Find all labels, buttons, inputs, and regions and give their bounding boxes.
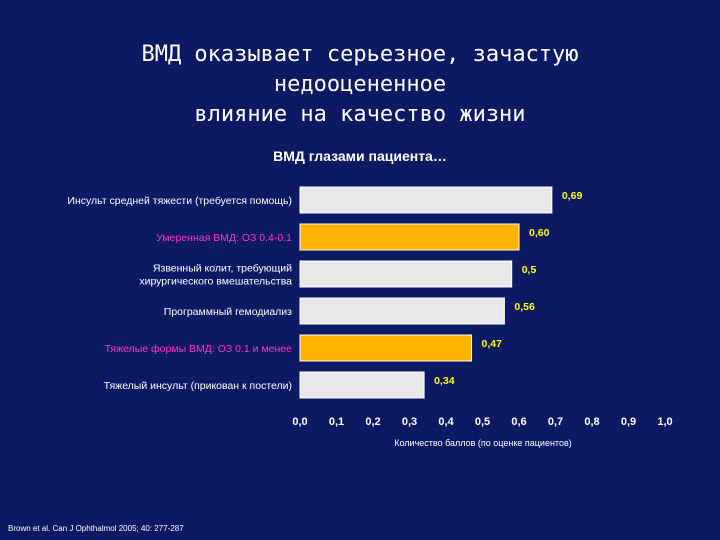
- x-tick-label: 0,3: [402, 416, 417, 428]
- value-label: 0,47: [482, 338, 503, 350]
- x-tick-label: 0,6: [511, 416, 526, 428]
- category-label: Язвенный колит, требующий: [153, 263, 292, 275]
- source-citation: Brown et al. Can J Ophthalmol 2005; 40: …: [8, 524, 184, 533]
- category-label: Тяжелые формы ВМД: ОЗ 0.1 и менее: [105, 343, 293, 355]
- x-tick-label: 0,0: [292, 416, 307, 428]
- slide-title-line1: ВМД оказывает серьезное, зачастую недооц…: [141, 42, 579, 97]
- x-tick-label: 0,2: [365, 416, 380, 428]
- value-label: 0,56: [514, 301, 535, 313]
- x-tick-label: 0,5: [475, 416, 490, 428]
- value-label: 0,5: [522, 264, 537, 276]
- x-tick-label: 0,9: [621, 416, 636, 428]
- value-label: 0,60: [529, 227, 550, 239]
- bar: [299, 260, 513, 288]
- x-tick-label: 0,8: [584, 416, 599, 428]
- value-label: 0,69: [562, 190, 583, 202]
- bar: [299, 371, 425, 399]
- category-label: хирургического вмешательства: [139, 276, 292, 288]
- bar: [299, 186, 553, 214]
- bar: [299, 223, 520, 251]
- category-label: Инсульт средней тяжести (требуется помощ…: [67, 195, 292, 207]
- x-tick-label: 1,0: [657, 416, 672, 428]
- bar: [299, 334, 473, 362]
- bar: [299, 297, 505, 325]
- value-label: 0,34: [434, 375, 455, 387]
- slide-title-line2: влияние на качество жизни: [194, 102, 526, 127]
- category-label: Умеренная ВМД: ОЗ 0.4-0.1: [156, 232, 292, 244]
- category-label: Программный гемодиализ: [164, 306, 292, 318]
- x-tick-label: 0,1: [329, 416, 344, 428]
- chart-title: ВМД глазами пациента…: [273, 148, 447, 164]
- category-label: Тяжелый инсульт (прикован к постели): [104, 380, 292, 392]
- x-tick-label: 0,4: [438, 416, 454, 428]
- slide-title: ВМД оказывает серьезное, зачастую недооц…: [60, 40, 660, 130]
- x-axis-label: Количество баллов (по оценке пациентов): [394, 438, 571, 448]
- x-tick-label: 0,7: [548, 416, 563, 428]
